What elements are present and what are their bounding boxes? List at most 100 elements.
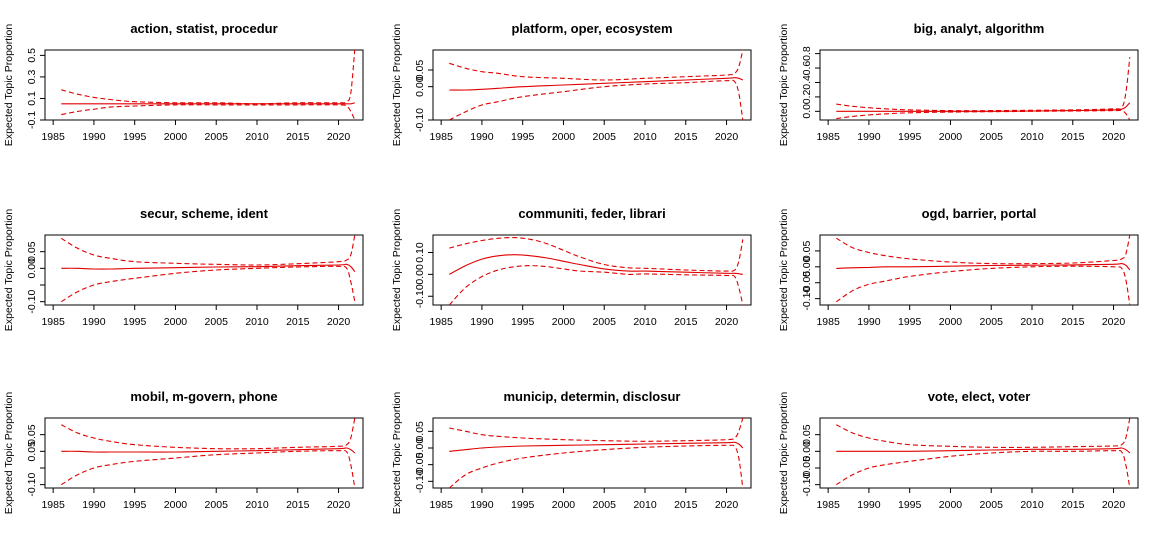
x-tick-label: 2015 (674, 316, 698, 328)
x-tick-label: 2020 (715, 316, 739, 328)
mean-line (449, 441, 744, 452)
x-tick-label: 2015 (286, 499, 310, 511)
x-tick-label: 1995 (898, 316, 922, 328)
upper-ci-line (449, 237, 744, 272)
y-axis-label: Expected Topic Proportion (3, 209, 15, 332)
x-tick-label: 2010 (245, 316, 269, 328)
y-tick-label: 0.1 (26, 91, 38, 106)
x-tick-label: 2000 (164, 131, 188, 143)
x-tick-label: 2020 (1102, 499, 1126, 511)
panel: vote, elect, voter 1985 1990 1995 2000 2005 20… (778, 389, 1139, 515)
y-tick-label: 0.3 (26, 69, 38, 84)
mean-line (61, 263, 356, 273)
x-tick-label: 1990 (857, 499, 881, 511)
x-tick-label: 2000 (939, 316, 963, 328)
x-tick-label: 2000 (552, 499, 576, 511)
plot-frame (432, 417, 752, 489)
panel-title: platform, oper, ecosystem (511, 21, 672, 36)
y-tick-label: 0.05 (26, 241, 38, 262)
panel: municip, determin, disclosur 1985 1990 1995… (391, 389, 752, 515)
x-tick-label: 1995 (123, 131, 147, 143)
x-tick-label: 2015 (674, 499, 698, 511)
y-tick-label: 0.00 (414, 76, 426, 97)
upper-ci-line (449, 418, 744, 442)
panel: mobil, m-govern, phone 1985 1990 1995 2000 20… (3, 389, 364, 515)
x-tick-label: 1990 (82, 499, 106, 511)
upper-ci-line (61, 50, 356, 105)
x-tick-label: 1990 (857, 131, 881, 143)
y-tick-label: 0.0 (801, 104, 813, 119)
y-tick-label: 0.05 (801, 241, 813, 262)
x-tick-label: 2020 (1102, 131, 1126, 143)
plot-frame (819, 417, 1139, 489)
panel-title: secur, scheme, ident (140, 206, 269, 221)
panel-title: municip, determin, disclosur (504, 389, 681, 404)
lower-ci-line (836, 449, 1131, 488)
x-tick-label: 2015 (286, 316, 310, 328)
x-tick-label: 2000 (552, 131, 576, 143)
y-tick-label: 0.05 (26, 441, 38, 462)
plot-frame (44, 234, 364, 306)
y-tick-label: 0.6 (801, 61, 813, 76)
x-tick-label: 2010 (1020, 499, 1044, 511)
y-tick-label: 0.10 (414, 242, 426, 263)
mean-line (836, 447, 1131, 454)
lower-ci-line (448, 444, 744, 488)
y-tick-label: 0.00 (26, 258, 38, 279)
x-tick-label: 2020 (715, 131, 739, 143)
y-tick-label: 0.00 (414, 264, 426, 285)
lower-ci-line (61, 104, 356, 120)
lower-ci-line (61, 265, 356, 303)
x-tick-label: 1985 (429, 131, 453, 143)
x-tick-label: 1985 (816, 131, 840, 143)
plot-frame (44, 49, 364, 121)
x-tick-label: 2020 (715, 499, 739, 511)
lower-ci-line (449, 79, 744, 120)
x-tick-label: 1985 (816, 499, 840, 511)
plot-frame (819, 49, 1139, 121)
x-tick-label: 1990 (82, 316, 106, 328)
y-tick-label: 0.00 (801, 256, 813, 277)
x-tick-label: 2005 (980, 499, 1004, 511)
mean-line (61, 102, 355, 105)
y-axis-label: Expected Topic Proportion (778, 392, 790, 515)
y-tick-label: 0.05 (26, 424, 38, 445)
lower-ci-line (61, 449, 356, 488)
x-tick-label: 1990 (82, 131, 106, 143)
panel-title: mobil, m-govern, phone (130, 389, 277, 404)
mean-line (836, 263, 1131, 271)
y-tick-label: 0.8 (801, 46, 813, 61)
y-tick-label: -0.10 (414, 108, 426, 132)
mean-line (449, 254, 743, 275)
y-axis-label: Expected Topic Proportion (391, 392, 403, 515)
panel: action, statist, procedur 1985 1990 1995 200… (3, 21, 364, 147)
x-tick-label: 2020 (327, 316, 351, 328)
x-tick-label: 2010 (633, 499, 657, 511)
y-tick-label: -0.10 (26, 473, 38, 497)
x-tick-label: 2020 (1102, 316, 1126, 328)
x-tick-label: 2015 (674, 131, 698, 143)
x-tick-label: 2015 (1061, 131, 1085, 143)
upper-ci-line (836, 235, 1131, 265)
y-tick-label: 0.2 (801, 89, 813, 104)
upper-ci-line (836, 418, 1131, 448)
x-tick-label: 2020 (327, 499, 351, 511)
x-tick-label: 2005 (593, 499, 617, 511)
x-tick-label: 2010 (633, 131, 657, 143)
x-tick-label: 1985 (429, 316, 453, 328)
panel: big, analyt, algorithm 1985 1990 1995 2000 20… (778, 21, 1139, 146)
x-tick-label: 2005 (980, 131, 1004, 143)
y-axis-label: Expected Topic Proportion (3, 24, 15, 147)
x-tick-label: 1990 (470, 316, 494, 328)
y-axis-label: Expected Topic Proportion (391, 209, 403, 332)
y-tick-label: -0.10 (26, 290, 38, 314)
x-tick-label: 2010 (633, 316, 657, 328)
y-tick-label: -0.1 (26, 111, 38, 129)
x-tick-label: 1995 (123, 316, 147, 328)
x-tick-label: 1995 (123, 499, 147, 511)
x-tick-label: 2010 (245, 131, 269, 143)
x-tick-label: 1985 (41, 499, 65, 511)
panel-title: vote, elect, voter (928, 389, 1031, 404)
y-axis-label: Expected Topic Proportion (3, 392, 15, 515)
x-tick-label: 2005 (980, 316, 1004, 328)
